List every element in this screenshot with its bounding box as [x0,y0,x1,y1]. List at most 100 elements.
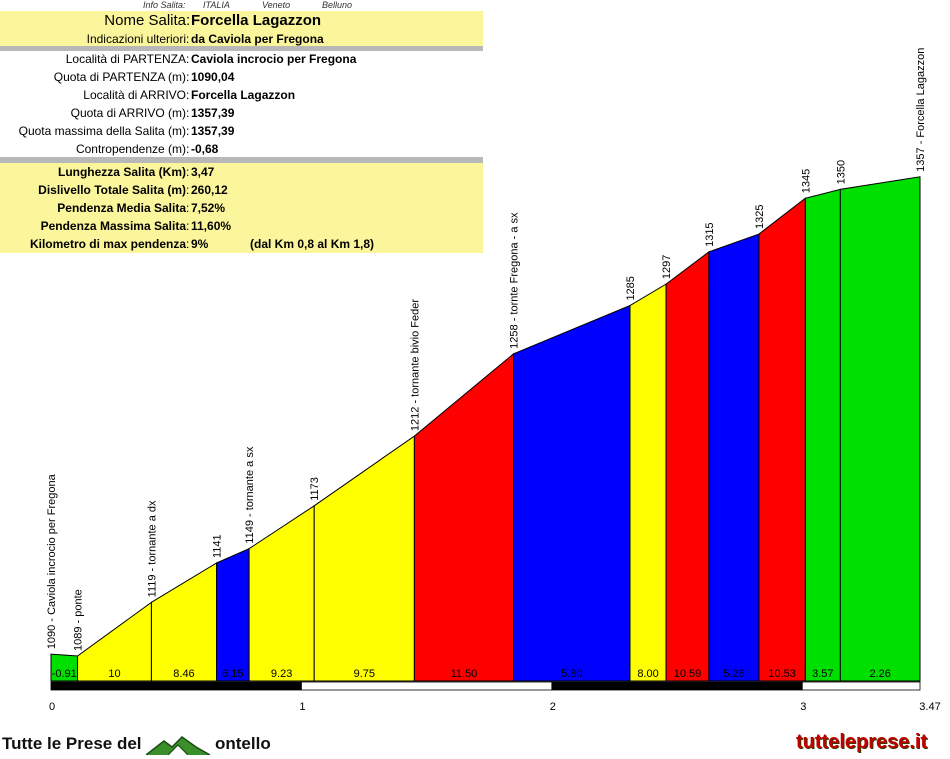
profile-segment [708,233,760,682]
colon: : [186,32,190,46]
colon: : [186,124,190,138]
segment-grade-label: 3.57 [812,668,833,680]
info-salita-label: Info Salita: [143,0,186,10]
colon: : [186,201,190,215]
row-km-max-pendenza: Kilometro di max pendenza : 9% (dal Km 0… [0,235,483,253]
indicazioni-value: da Caviola per Fregona [191,32,324,46]
contropendenze-value: -0,68 [191,142,219,156]
quota-arrivo-label: Quota di ARRIVO (m) [70,106,186,120]
pendenza-massima-label: Pendenza Massima Salita [40,219,186,233]
segment-grade-label: 10.53 [768,668,796,680]
separator [0,46,483,51]
row-quota-arrivo: Quota di ARRIVO (m) : 1357,39 [0,104,483,122]
row-quota-max: Quota massima della Salita (m) : 1357,39 [0,122,483,140]
point-label: 1315 [704,222,716,246]
indicazioni-label: Indicazioni ulteriori [86,32,186,46]
profile-segment [665,250,710,682]
x-tick-label: 3.47 [919,701,940,713]
segment-grade-label: 9.23 [271,668,292,680]
dislivello-label: Dislivello Totale Salita (m) [38,183,186,197]
x-tick-label: 3 [800,701,806,713]
distance-bar-segment [301,681,553,691]
km-max-value: 9% [191,237,209,251]
colon: : [186,142,190,156]
country-label: ITALIA [203,0,230,10]
profile-segment [629,283,667,682]
profile-segment [413,352,515,682]
row-lunghezza: Lunghezza Salita (Km) : 3,47 [0,163,483,181]
segment-grade-label: 8.46 [173,668,194,680]
colon: : [186,88,190,102]
point-label: 1325 [754,205,766,229]
lunghezza-value: 3,47 [191,165,215,179]
arrivo-value: Forcella Lagazzon [191,88,296,102]
brand-logo-right: tutteleprese.it [796,731,928,753]
partenza-value: Caviola incrocio per Fregona [191,52,357,66]
pendenza-media-value: 7,52% [191,201,226,215]
row-indicazioni: Indicazioni ulteriori : da Caviola per F… [0,30,483,48]
dislivello-value: 260,12 [191,183,228,197]
segment-grade-label: 10.59 [674,668,702,680]
point-label: 1350 [835,160,847,184]
row-contropendenze: Contropendenze (m) : -0,68 [0,140,483,158]
point-label: 1173 [309,477,321,501]
segment-grade-label: 8.00 [637,668,658,680]
contropendenze-label: Contropendenze (m) [75,142,186,156]
colon: : [186,52,190,66]
segment-grade-label: 5.26 [723,668,744,680]
segment-grade-label: 6.15 [222,668,243,680]
brand-left-prefix: Tutte le Prese del [2,734,142,753]
point-label: 1119 - tornante a dx [146,500,158,597]
point-label: 1090 - Caviola incrocio per Fregona [46,473,58,649]
row-quota-partenza: Quota di PARTENZA (m) : 1090,04 [0,68,483,86]
distance-bar-segment [50,681,302,691]
nome-label: Nome Salita [104,12,186,29]
segment-grade-label: 2.26 [869,668,890,680]
point-label: 1345 [800,169,812,193]
segment-grade-label: 11.50 [451,668,478,680]
km-max-range: (dal Km 0,8 al Km 1,8) [250,237,375,251]
province-label: Belluno [322,0,353,10]
brand-left-suffix: ontello [214,734,271,753]
point-label: 1212 - tornante bivio Feder [409,299,421,431]
colon: : [186,219,190,233]
x-tick-label: 2 [550,701,556,713]
quota-max-label: Quota massima della Salita (m) [18,124,186,138]
separator [0,157,483,163]
point-label: 1089 - ponte [73,589,85,651]
point-labels: 1090 - Caviola incrocio per Fregona 1089 … [46,48,927,651]
profile-segment [150,562,218,682]
km-max-label: Kilometro di max pendenza [29,237,186,251]
colon: : [186,70,190,84]
row-pendenza-massima: Pendenza Massima Salita : 11,60% [0,217,483,235]
arrivo-label: Località di ARRIVO [83,88,186,102]
segment-grade-label: -0.91 [52,668,77,680]
quota-max-value: 1357,39 [191,124,235,138]
segment-grade-label: 10 [108,668,120,680]
lunghezza-label: Lunghezza Salita (Km) [57,165,186,179]
colon: : [186,183,190,197]
point-label: 1258 - tornte Fregona - a sx [509,212,521,349]
colon: : [186,106,190,120]
x-tick-label: 0 [49,701,55,713]
profile-segment [839,176,921,682]
x-tick-label: 1 [299,701,305,713]
profile-segment [513,304,631,682]
segment-grade-label: 9.75 [354,668,375,680]
brand-logo-left: Tutte le Prese del ontello [2,734,271,755]
profile-areas [50,176,921,682]
mountain-icon [146,735,211,755]
row-dislivello: Dislivello Totale Salita (m) : 260,12 [0,181,483,199]
profile-segment [248,504,315,682]
point-label: 1141 [212,534,224,558]
pendenza-media-label: Pendenza Media Salita [57,201,186,215]
colon: : [186,12,191,29]
distance-bar-segment [801,681,921,691]
point-label: 1297 [661,255,673,279]
region-label: Veneto [262,0,291,10]
row-pendenza-media: Pendenza Media Salita : 7,52% [0,199,483,217]
profile-segment [216,547,250,682]
point-label: 1357 - Forcella Lagazzon [915,48,927,172]
profile-segment [758,197,806,682]
